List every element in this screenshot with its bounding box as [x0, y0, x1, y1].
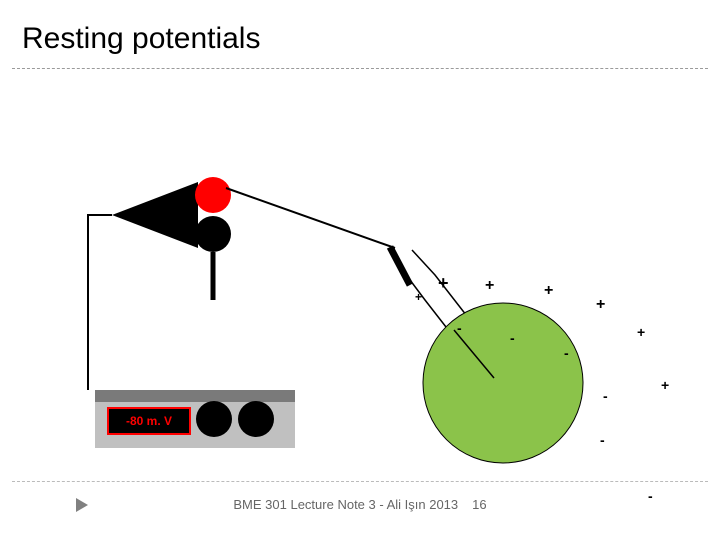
- plus-charge: +: [661, 377, 669, 393]
- minus-charge: -: [564, 345, 569, 361]
- plus-charge: +: [544, 282, 553, 300]
- wire-amp-to-electrode: [226, 188, 395, 248]
- voltage-readout: -80 m. V: [107, 407, 191, 435]
- plus-charge: +: [596, 296, 605, 314]
- voltage-readout-text: -80 m. V: [126, 414, 172, 428]
- plus-charge: +: [637, 324, 645, 340]
- meter-knob-right: [238, 401, 274, 437]
- plus-charge: +: [485, 277, 494, 295]
- footer-text: BME 301 Lecture Note 3 - Ali Işın 2013: [233, 497, 458, 512]
- minus-charge: -: [600, 432, 605, 448]
- diagram-svg: [0, 0, 720, 540]
- plus-charge: +: [415, 290, 422, 304]
- minus-charge: -: [603, 388, 608, 404]
- page-number: 16: [472, 497, 486, 512]
- minus-charge: -: [457, 320, 462, 336]
- plus-charge: +: [438, 273, 449, 294]
- footer: BME 301 Lecture Note 3 - Ali Işın 2013 1…: [0, 497, 720, 512]
- amp-knob-bottom: [195, 216, 231, 252]
- meter-top-strip: [95, 390, 295, 402]
- footer-divider: [12, 481, 708, 482]
- amp-knob-top: [195, 177, 231, 213]
- wire-amp-to-meter: [88, 215, 112, 390]
- cell-body: [423, 303, 583, 463]
- minus-charge: -: [510, 330, 515, 346]
- amplifier-body: [112, 182, 198, 248]
- meter-knob-left: [196, 401, 232, 437]
- slide: Resting potentials +++++++------ -80 m.: [0, 0, 720, 540]
